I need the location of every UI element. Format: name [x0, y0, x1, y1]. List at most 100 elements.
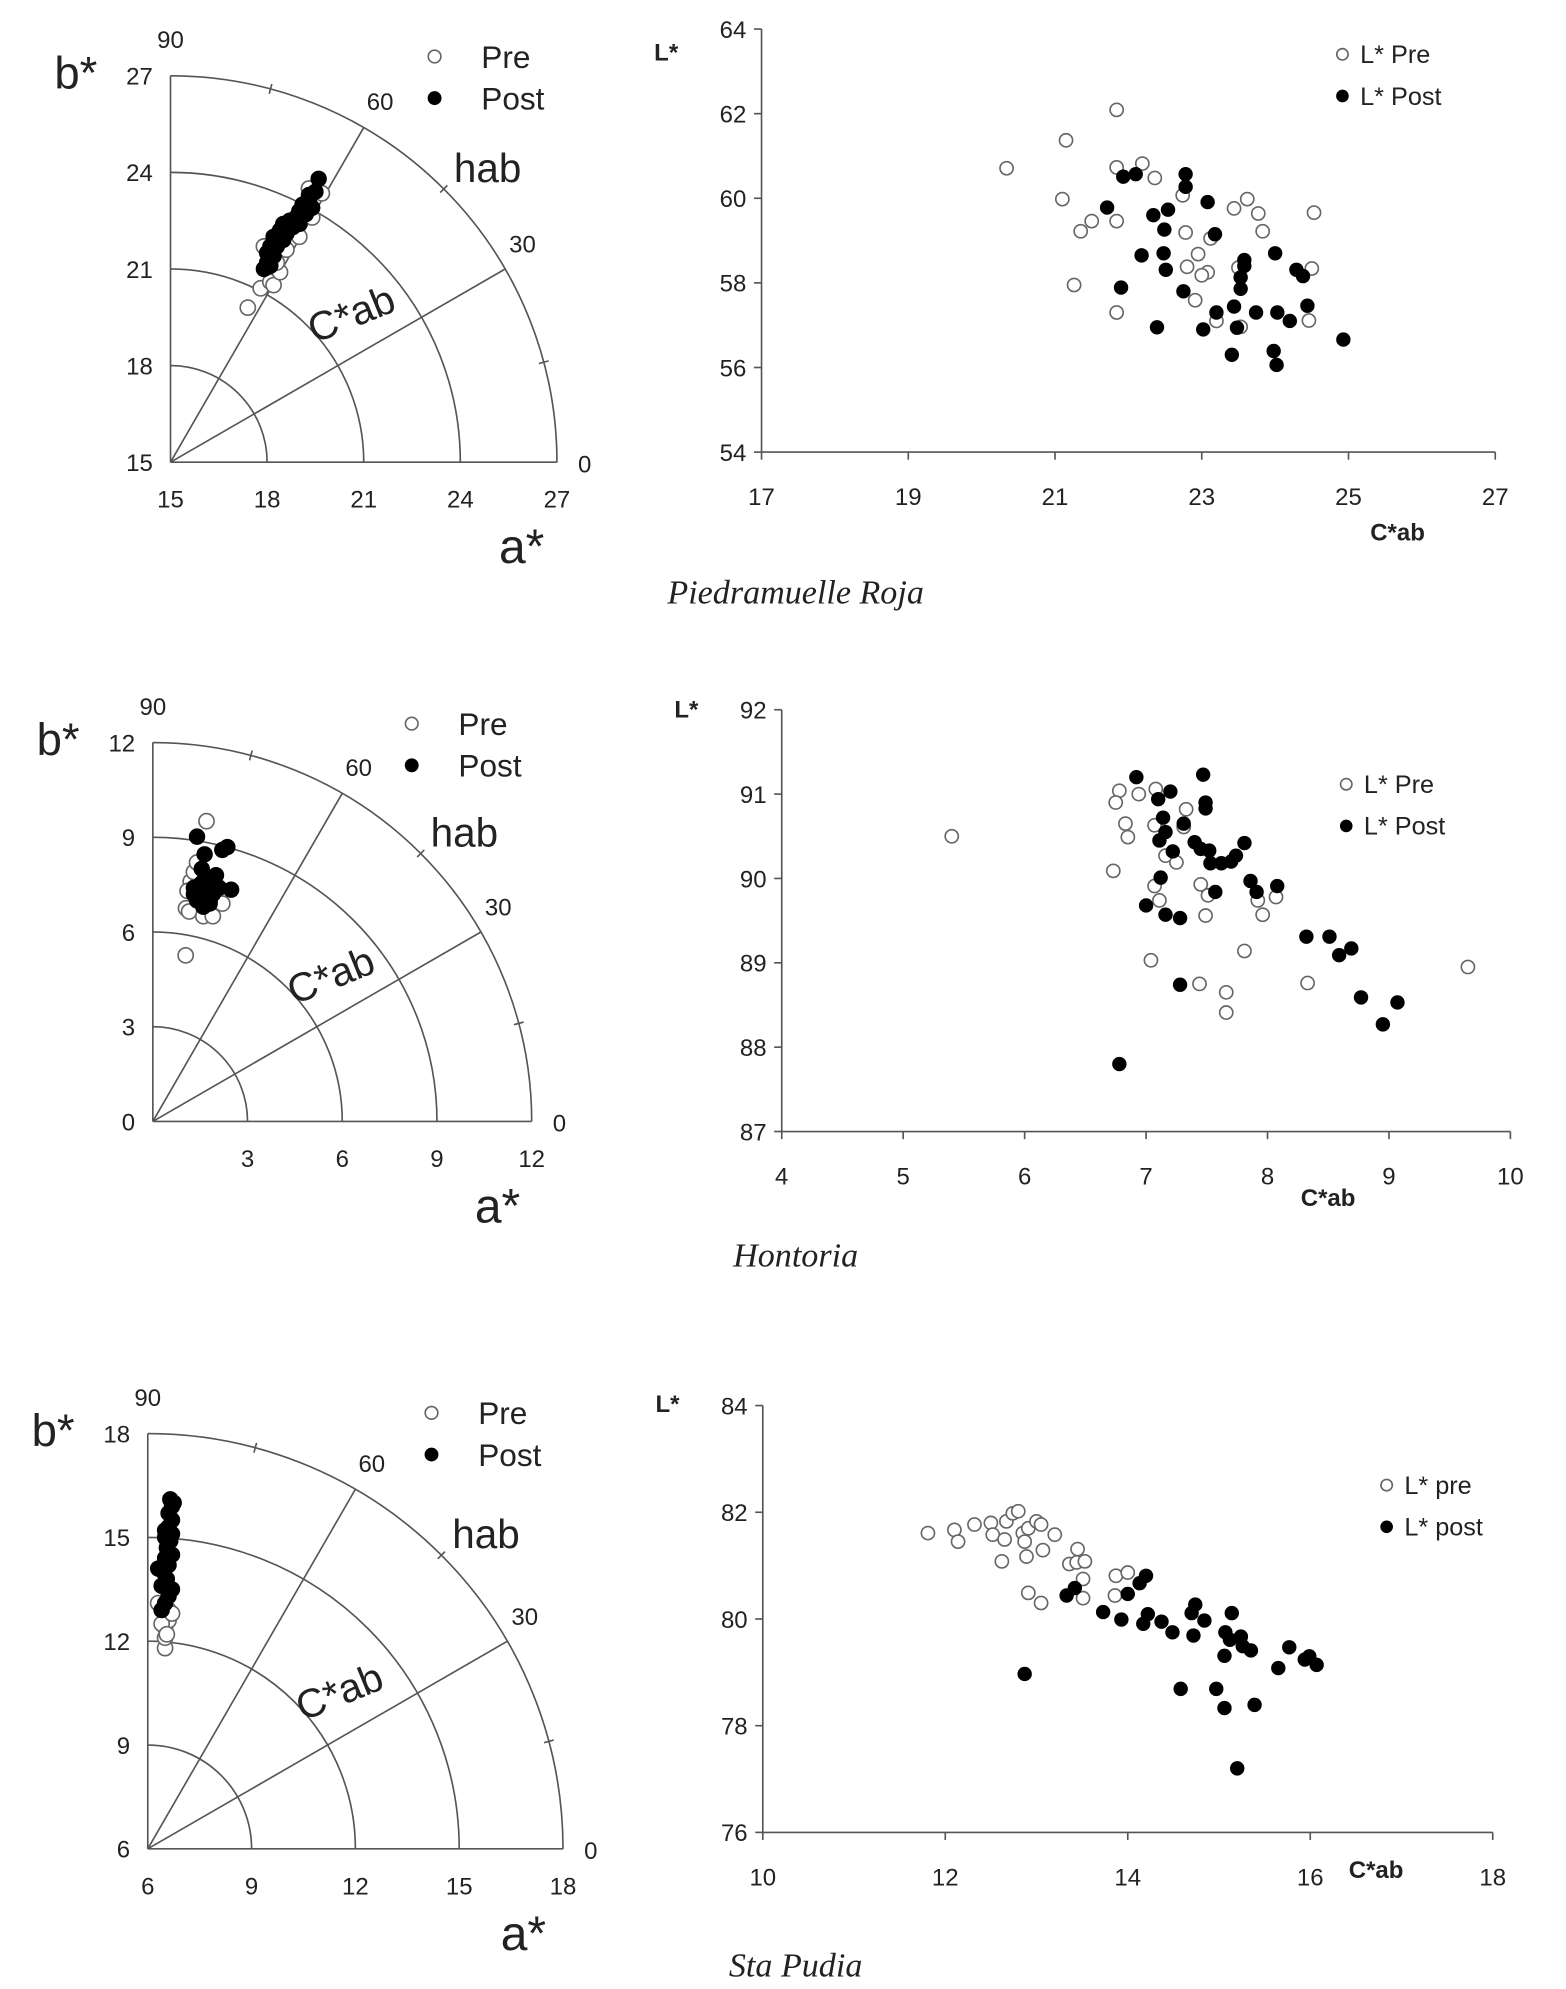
- data-point-post: [214, 841, 231, 859]
- hue-tick: [513, 1021, 524, 1026]
- data-point-l-post: [1129, 770, 1144, 785]
- hue-tick: [543, 1739, 554, 1744]
- b-axis-label: b*: [54, 47, 97, 98]
- data-point-l-post: [1249, 884, 1264, 900]
- x-tick-label: 21: [1042, 484, 1069, 511]
- data-point-pre: [177, 946, 195, 964]
- x-tick-label: 5: [897, 1164, 910, 1191]
- a-tick-label: 6: [141, 1873, 154, 1900]
- data-point-l-post: [1228, 848, 1244, 863]
- data-point-l-pre: [1120, 1565, 1136, 1580]
- caption-sta-pudia: Sta Pudia: [729, 1947, 862, 1984]
- x-tick-label: 12: [932, 1864, 959, 1891]
- legend-marker: [1380, 1520, 1393, 1534]
- data-point-l-pre: [1250, 206, 1266, 221]
- data-point-post: [262, 238, 279, 255]
- data-point-l-pre: [1035, 1542, 1051, 1558]
- data-point-l-pre: [1255, 907, 1271, 923]
- data-point-l-post: [1309, 1657, 1324, 1673]
- a-tick-label: 6: [336, 1146, 349, 1173]
- a-tick-label: 24: [447, 487, 474, 514]
- data-point-l-pre: [999, 160, 1014, 176]
- data-point-post: [303, 199, 321, 217]
- data-point-l-pre: [1226, 201, 1242, 216]
- data-point-l-pre: [994, 1553, 1010, 1569]
- y-tick-label: 90: [740, 866, 767, 893]
- b-tick-label: 24: [126, 160, 153, 187]
- data-point-l-post: [1300, 298, 1315, 313]
- y-tick-label: 82: [721, 1500, 748, 1527]
- legend-label: Pre: [458, 706, 507, 742]
- data-point-l-pre: [1066, 277, 1082, 293]
- x-tick-label: 7: [1139, 1164, 1152, 1191]
- b-tick-label: 6: [117, 1837, 130, 1864]
- data-point-l-post: [1149, 320, 1165, 335]
- data-point-l-pre: [1108, 795, 1124, 810]
- data-point-post: [196, 846, 213, 863]
- hue-angle-label: 60: [358, 1451, 385, 1478]
- data-point-l-post: [1158, 907, 1173, 922]
- data-point-l-post: [1176, 284, 1191, 299]
- x-tick-label: 25: [1335, 484, 1362, 511]
- x-tick-label: 23: [1188, 484, 1215, 511]
- y-axis-label: L*: [674, 696, 699, 723]
- data-point-l-post: [1196, 322, 1211, 337]
- chroma-arc: [147, 1536, 461, 1849]
- data-point-l-pre: [1108, 1568, 1124, 1584]
- hue-line-30: [147, 1640, 508, 1850]
- data-point-l-pre: [1105, 863, 1121, 879]
- data-point-l-post: [1344, 941, 1359, 956]
- y-tick-label: 56: [720, 355, 747, 382]
- b-axis-label: b*: [32, 1405, 75, 1456]
- data-point-l-post: [1128, 166, 1143, 182]
- data-point-l-pre: [1075, 1590, 1091, 1606]
- a-tick-label: 18: [550, 1873, 577, 1900]
- a-axis-label: a*: [501, 1908, 546, 1961]
- data-point-post: [165, 1494, 182, 1512]
- data-point-l-post: [1198, 801, 1213, 816]
- data-point-l-post: [1112, 1056, 1127, 1072]
- legend-label: L* pre: [1404, 1472, 1471, 1500]
- chroma-arc: [170, 171, 462, 463]
- data-point-l-pre: [1143, 952, 1159, 968]
- legend-label: Post: [478, 1437, 541, 1473]
- data-point-l-post: [1353, 990, 1369, 1005]
- data-point-l-post: [1172, 910, 1188, 926]
- chroma-arc: [147, 1432, 564, 1849]
- data-point-l-pre: [1179, 259, 1195, 275]
- data-point-l-post: [1136, 1616, 1151, 1631]
- data-point-l-post: [1282, 313, 1298, 329]
- data-point-l-pre: [1218, 1005, 1234, 1020]
- legend-label: Pre: [478, 1395, 527, 1431]
- data-point-post: [185, 885, 203, 903]
- chart-6-sta-pudia-scatter: 76 78 80 82 84 10 12 14 16 18 L* C*ab L* pre L* post: [655, 1391, 1506, 1892]
- b-tick-label: 12: [108, 730, 135, 757]
- x-tick-label: 19: [895, 484, 922, 511]
- data-point-post: [275, 215, 292, 233]
- a-tick-label: 9: [430, 1146, 443, 1173]
- hue-tick: [439, 184, 448, 194]
- data-point-l-pre: [1239, 191, 1255, 207]
- data-point-l-post: [1186, 1628, 1201, 1643]
- x-tick-label: 18: [1479, 1864, 1506, 1891]
- data-point-pre: [158, 1625, 176, 1643]
- data-point-l-post: [1390, 995, 1405, 1010]
- hue-angle-label: 90: [157, 27, 184, 54]
- a-tick-label: 21: [350, 487, 377, 514]
- b-tick-label: 9: [122, 825, 135, 852]
- data-point-l-pre: [1033, 1595, 1049, 1611]
- data-point-l-post: [1202, 843, 1217, 858]
- y-tick-label: 64: [720, 17, 747, 44]
- data-point-l-pre: [997, 1532, 1012, 1547]
- data-point-l-post: [1172, 977, 1188, 992]
- x-axis-label: C*ab: [1349, 1857, 1404, 1884]
- y-tick-label: 88: [740, 1035, 767, 1062]
- data-point-l-post: [1017, 1666, 1032, 1682]
- legend-label: Pre: [481, 39, 530, 75]
- data-point-l-pre: [944, 828, 960, 844]
- b-tick-label: 0: [122, 1109, 135, 1136]
- data-point-l-post: [1267, 246, 1283, 261]
- data-point-l-pre: [1460, 959, 1476, 975]
- data-point-l-post: [1237, 835, 1252, 851]
